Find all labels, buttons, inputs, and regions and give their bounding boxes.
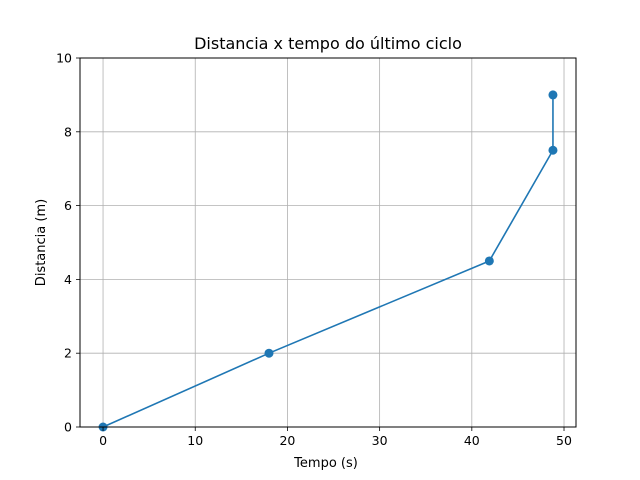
data-point: [548, 90, 558, 100]
y-tick-label: 8: [64, 124, 72, 139]
x-tick-label: 20: [279, 433, 295, 448]
y-axis: 0 2 4 6 8 10: [56, 51, 80, 435]
x-tick-label: 10: [187, 433, 203, 448]
x-tick-label: 30: [372, 433, 388, 448]
x-axis-label: Tempo (s): [293, 456, 358, 471]
x-tick-label: 0: [99, 433, 107, 448]
data-point: [264, 348, 274, 358]
x-axis: 0 10 20 30 40 50: [99, 427, 572, 448]
plot-frame: [79, 57, 577, 428]
y-tick-label: 0: [64, 420, 72, 435]
chart-title: Distancia x tempo do último ciclo: [194, 34, 462, 53]
y-tick-label: 6: [64, 198, 72, 213]
y-tick-label: 4: [64, 272, 72, 287]
x-tick-label: 40: [464, 433, 480, 448]
series-layer: [98, 90, 558, 432]
data-point: [548, 145, 558, 155]
y-axis-label: Distancia (m): [34, 199, 49, 286]
x-tick-label: 50: [556, 433, 572, 448]
data-point: [484, 256, 494, 266]
y-tick-label: 2: [64, 346, 72, 361]
y-tick-label: 10: [56, 51, 72, 66]
